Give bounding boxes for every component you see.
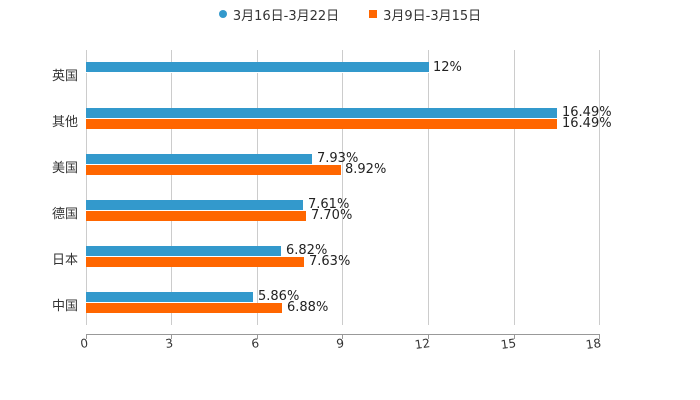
- legend-label: 3月16日-3月22日: [232, 8, 340, 24]
- gridline: [514, 50, 515, 325]
- x-tick: [599, 334, 600, 339]
- x-axis: [86, 334, 600, 335]
- bar-value-label: 7.93%: [317, 151, 359, 166]
- bar-value-label: 7.63%: [309, 254, 351, 269]
- x-tick: [171, 334, 172, 339]
- bar-japan-series1[interactable]: [86, 246, 281, 257]
- bar-value-label: 16.49%: [562, 105, 612, 120]
- x-tick: [257, 334, 258, 339]
- bar-germany-series1[interactable]: [86, 200, 303, 211]
- gridline: [599, 50, 600, 325]
- category-label: 英国: [51, 69, 78, 84]
- bar-value-label: 5.86%: [258, 289, 300, 304]
- bar-other-series2[interactable]: [86, 119, 557, 129]
- plot-area: [86, 50, 600, 325]
- bar-other-series1[interactable]: [86, 108, 557, 119]
- category-label: 美国: [51, 161, 78, 176]
- bar-china-series1[interactable]: [86, 292, 253, 303]
- bar-value-label: 6.88%: [287, 300, 329, 315]
- chart-legend: 3月16日-3月22日 3月9日-3月15日: [0, 4, 700, 24]
- x-tick-label: 9: [335, 336, 345, 351]
- gridline: [171, 50, 172, 325]
- x-tick-label: 12: [413, 336, 431, 352]
- bar-japan-series2[interactable]: [86, 257, 304, 267]
- x-tick-label: 15: [499, 336, 517, 352]
- bar-value-label: 7.70%: [311, 208, 353, 223]
- bar-value-label: 7.61%: [308, 197, 350, 212]
- category-label: 德国: [51, 207, 78, 222]
- x-tick: [342, 334, 343, 339]
- legend-dot-icon: [218, 10, 227, 18]
- gridline: [257, 50, 258, 325]
- bar-us-series2[interactable]: [86, 165, 341, 175]
- bar-value-label: 6.82%: [286, 243, 328, 258]
- category-label: 日本: [51, 253, 78, 268]
- bar-china-series2[interactable]: [86, 303, 282, 313]
- category-label: 中国: [51, 299, 78, 314]
- gridline: [428, 50, 429, 325]
- x-tick-label: 6: [250, 336, 260, 351]
- legend-square-icon: [369, 10, 378, 18]
- bar-value-label: 16.49%: [562, 116, 612, 131]
- x-tick-label: 0: [79, 336, 89, 351]
- bar-germany-series2[interactable]: [86, 211, 306, 221]
- bar-value-label: 8.92%: [345, 162, 387, 177]
- x-tick: [428, 334, 429, 339]
- x-tick: [86, 334, 87, 339]
- x-tick-label: 3: [164, 336, 174, 351]
- bar-value-label: 12%: [433, 60, 462, 75]
- bar-uk-series1[interactable]: [86, 62, 429, 73]
- legend-item-series2[interactable]: 3月9日-3月15日: [369, 4, 481, 24]
- legend-label: 3月9日-3月15日: [383, 8, 482, 24]
- bar-us-series1[interactable]: [86, 154, 312, 165]
- gridline: [86, 50, 87, 325]
- legend-item-series1[interactable]: 3月16日-3月22日: [218, 4, 340, 24]
- x-tick: [514, 334, 515, 339]
- gridline: [342, 50, 343, 325]
- category-label: 其他: [51, 115, 78, 130]
- x-tick-label: 18: [584, 336, 602, 352]
